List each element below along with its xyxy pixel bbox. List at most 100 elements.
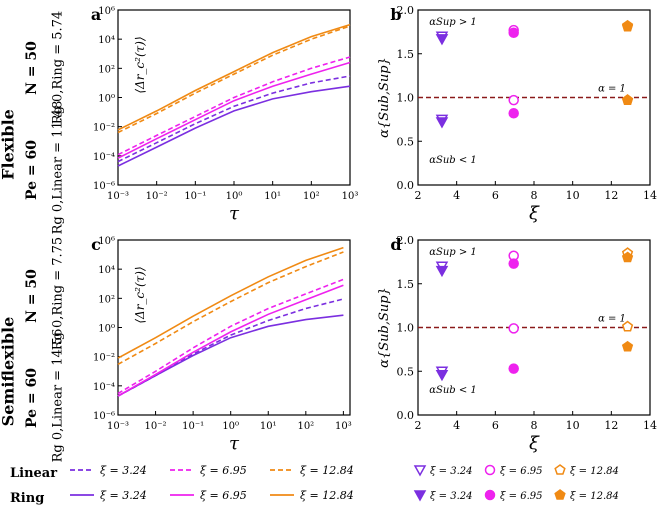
legend-text-ring-0: ξ = 3.24 xyxy=(100,489,147,502)
y-tick-label-a: 10⁻⁶ xyxy=(93,181,115,192)
y-tick-label-b: 1.0 xyxy=(397,92,415,105)
legend-text-linear-0: ξ = 3.24 xyxy=(100,464,147,477)
y-tick-label-c: 10⁻⁴ xyxy=(93,382,115,393)
pe-label-top: Pe = 60 xyxy=(24,139,40,201)
series-line-a-1 xyxy=(117,75,351,163)
marker-b-3-1 xyxy=(508,108,519,119)
x-axis-label-d: ξ xyxy=(529,433,540,454)
x-axis-label-a: τ xyxy=(229,203,240,224)
marker-d-1-1 xyxy=(508,258,519,269)
marker-b-1-2 xyxy=(621,20,634,32)
y-tick-label-a: 10⁶ xyxy=(98,6,115,17)
legend-marker-linear-2 xyxy=(554,464,566,475)
series-line-a-5 xyxy=(117,25,351,134)
marker-d-3-2 xyxy=(621,340,634,352)
marker-d-2-2 xyxy=(621,320,634,332)
y-axis-label-a: ⟨Δr_c²(τ)⟩ xyxy=(133,36,147,93)
legend-marker-ring-0 xyxy=(413,490,427,502)
marker-d-1-0 xyxy=(435,265,449,278)
x-tick-label-d: 6 xyxy=(492,419,499,432)
x-tick-label-a: 10⁻¹ xyxy=(184,191,206,202)
annotation-sup-b: αSup > 1 xyxy=(429,17,477,28)
x-tick-label-c: 10⁻³ xyxy=(107,421,129,432)
panel-letter-c: c xyxy=(91,235,101,254)
x-tick-label-d: 12 xyxy=(604,419,618,432)
legend-marker-linear-1 xyxy=(484,464,496,476)
series-line-a-2 xyxy=(117,61,351,159)
panel-letter-b: b xyxy=(390,5,401,24)
y-tick-label-c: 10⁻⁶ xyxy=(93,411,115,422)
reference-label-b: α = 1 xyxy=(598,84,626,95)
legend-marker-text-ring-1: ξ = 6.95 xyxy=(500,491,543,502)
panel-frame-c xyxy=(117,239,351,416)
x-tick-label-c: 10³ xyxy=(335,421,352,432)
x-tick-label-c: 10⁻² xyxy=(145,421,167,432)
x-tick-label-d: 14 xyxy=(643,419,657,432)
y-axis-label-d: α{Sub,Sup} xyxy=(377,287,392,368)
y-axis-label-b: α{Sub,Sup} xyxy=(377,57,392,138)
legend-marker-text-linear-2: ξ = 12.84 xyxy=(570,466,619,477)
marker-d-1-2 xyxy=(621,251,634,263)
x-tick-label-b: 2 xyxy=(415,189,422,202)
legend-text-linear-1: ξ = 6.95 xyxy=(200,464,247,477)
row-label-flexible: Flexible xyxy=(0,109,18,180)
y-tick-label-d: 1.0 xyxy=(397,322,415,335)
x-tick-label-b: 4 xyxy=(453,189,460,202)
y-tick-label-c: 10⁴ xyxy=(98,265,115,276)
n-label-top: N = 50 xyxy=(24,41,40,95)
y-tick-label-d: 1.5 xyxy=(397,278,415,291)
marker-b-3-2 xyxy=(621,94,634,105)
series-line-c-4 xyxy=(117,246,344,359)
pe-label-bottom: Pe = 60 xyxy=(24,367,40,429)
legend-marker-ring-2 xyxy=(554,489,566,500)
legend-marker-linear-0 xyxy=(413,465,427,477)
y-tick-label-d: 0.5 xyxy=(397,365,415,378)
y-tick-label-a: 10⁴ xyxy=(98,35,115,46)
x-tick-label-a: 10⁻² xyxy=(146,191,168,202)
x-tick-label-a: 10³ xyxy=(342,191,359,202)
y-tick-label-c: 10⁰ xyxy=(98,324,115,335)
legend-marker-text-linear-1: ξ = 6.95 xyxy=(500,466,543,477)
y-tick-label-b: 2.0 xyxy=(397,4,415,17)
series-line-a-0 xyxy=(117,85,351,167)
y-tick-label-a: 10⁰ xyxy=(98,94,115,105)
rg-linear-label-bottom: Rg 0,Linear = 14.56 xyxy=(50,328,66,463)
legend-text-linear-2: ξ = 12.84 xyxy=(300,464,354,477)
series-line-c-3 xyxy=(117,278,344,395)
x-tick-label-c: 10⁰ xyxy=(222,421,239,432)
rg-linear-label-top: Rg 0,Linear = 11.48 xyxy=(50,100,66,235)
marker-b-2-1 xyxy=(508,94,519,106)
x-tick-label-d: 2 xyxy=(415,419,422,432)
x-tick-label-b: 12 xyxy=(604,189,618,202)
legend-text-ring-1: ξ = 6.95 xyxy=(200,489,247,502)
x-axis-label-b: ξ xyxy=(529,203,540,224)
n-label-bottom: N = 50 xyxy=(24,269,40,323)
series-line-a-4 xyxy=(117,23,351,131)
legend-marker-text-ring-2: ξ = 12.84 xyxy=(570,491,619,502)
legend-marker-text-ring-0: ξ = 3.24 xyxy=(430,491,473,502)
marker-b-1-1 xyxy=(508,27,519,38)
x-tick-label-c: 10¹ xyxy=(260,421,277,432)
legend-marker-text-linear-0: ξ = 3.24 xyxy=(430,466,473,477)
y-tick-label-c: 10² xyxy=(98,294,115,305)
series-line-c-1 xyxy=(117,298,344,397)
marker-b-3-0 xyxy=(435,117,449,129)
x-tick-label-b: 14 xyxy=(643,189,657,202)
x-tick-label-d: 10 xyxy=(566,419,580,432)
series-line-c-0 xyxy=(117,314,344,397)
y-tick-label-a: 10² xyxy=(98,64,115,75)
y-tick-label-b: 1.5 xyxy=(397,48,415,61)
marker-d-3-1 xyxy=(508,363,519,374)
x-tick-label-b: 10 xyxy=(566,189,580,202)
x-tick-label-a: 10¹ xyxy=(264,191,281,202)
y-tick-label-c: 10⁻² xyxy=(93,353,115,364)
y-axis-label-c: ⟨Δr_c²(τ)⟩ xyxy=(133,266,147,323)
annotation-sub-d: αSub < 1 xyxy=(429,385,477,396)
marker-d-3-0 xyxy=(435,370,449,382)
y-tick-label-d: 2.0 xyxy=(397,234,415,247)
legend-text-ring-2: ξ = 12.84 xyxy=(300,489,354,502)
x-axis-label-c: τ xyxy=(229,433,240,454)
x-tick-label-b: 6 xyxy=(492,189,499,202)
panel-letter-a: a xyxy=(91,5,101,24)
x-tick-label-c: 10² xyxy=(297,421,314,432)
